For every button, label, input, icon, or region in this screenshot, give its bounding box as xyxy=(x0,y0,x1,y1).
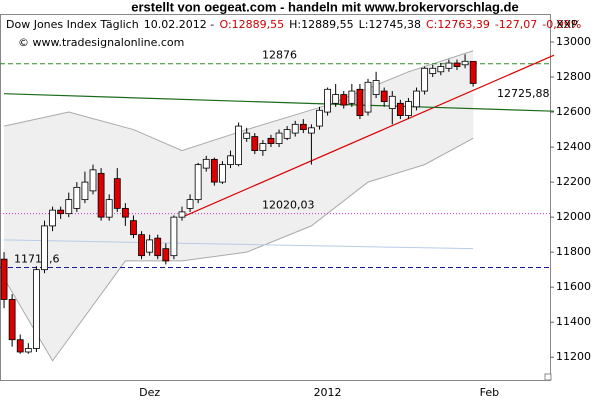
candle-body xyxy=(41,225,48,271)
y-tick-label: 11200 xyxy=(556,350,591,363)
level-label: 12020,03 xyxy=(262,199,315,212)
candle-body xyxy=(469,60,477,84)
y-tick-label: 12200 xyxy=(556,175,591,188)
level-label: 11712,6 xyxy=(14,252,60,265)
legend-part: H:12889,55 xyxy=(289,18,353,31)
y-tick-label: 12600 xyxy=(556,105,591,118)
level-label: 12876 xyxy=(262,49,297,62)
y-tick-label: 12400 xyxy=(556,140,591,153)
candle-body xyxy=(251,136,259,151)
candle-body xyxy=(186,199,194,209)
y-tick-label: 12000 xyxy=(556,210,591,223)
legend-part: C:12763,39 xyxy=(426,18,490,31)
y-tick-label: 11800 xyxy=(556,245,591,258)
legend-part: L:12745,38 xyxy=(359,18,421,31)
candle-body xyxy=(340,94,348,106)
candle-body xyxy=(210,158,218,183)
y-tick-label: 11600 xyxy=(556,280,591,293)
candle-body xyxy=(8,299,16,341)
candle-body xyxy=(65,199,73,215)
candle-body xyxy=(162,248,170,262)
candle-body xyxy=(105,199,113,218)
trend-label: 12725,88 xyxy=(497,87,550,100)
candle-body xyxy=(194,164,202,201)
legend-part: Dow Jones Index Täglich xyxy=(6,18,139,31)
candle-body xyxy=(81,181,89,201)
candle-body xyxy=(364,81,372,113)
candle-body xyxy=(413,90,420,108)
candle-body xyxy=(445,62,453,69)
legend-part: O:12889,55 xyxy=(219,18,284,31)
trend-line xyxy=(181,54,555,218)
candle-body xyxy=(283,129,291,139)
candle-body xyxy=(259,143,267,151)
candle-body xyxy=(146,239,154,253)
candle-body xyxy=(461,60,469,66)
resize-corner xyxy=(544,373,552,381)
candle-body xyxy=(372,80,380,95)
candle-body xyxy=(32,269,40,349)
legend-part: -0,99% xyxy=(542,18,581,31)
x-tick-label: Feb xyxy=(480,386,499,399)
candle-body xyxy=(138,234,145,257)
axis-tag: XXP xyxy=(556,18,578,31)
candle-body xyxy=(178,211,186,218)
band-area xyxy=(4,50,474,361)
trend-line xyxy=(4,93,555,112)
header: erstellt von oegeat.com - handeln mit ww… xyxy=(131,0,518,14)
candle-body xyxy=(291,123,299,134)
candle-body xyxy=(421,67,429,92)
candle-body xyxy=(275,132,283,144)
x-tick-label: 2012 xyxy=(314,386,342,399)
candle-body xyxy=(405,101,412,116)
candle-body xyxy=(235,125,243,166)
band-lower xyxy=(3,137,474,362)
y-tick-label: 12800 xyxy=(556,70,591,83)
legend: Dow Jones Index Täglich 10.02.2012 - O:128… xyxy=(6,18,581,31)
candle-body xyxy=(24,348,32,353)
band-middle xyxy=(4,239,474,250)
candle-body xyxy=(429,67,437,74)
y-tick-label: 11400 xyxy=(556,315,591,328)
candle-body xyxy=(49,209,56,227)
candle-body xyxy=(243,132,251,139)
candle-body xyxy=(170,216,178,257)
candle-body xyxy=(380,90,388,102)
candle-body xyxy=(0,258,8,300)
candle-body xyxy=(396,102,404,116)
candle-body xyxy=(299,123,307,130)
candle-body xyxy=(202,158,210,169)
candle-body xyxy=(437,66,445,73)
copyright: © www.tradesignalonline.com xyxy=(18,36,184,49)
candle-body xyxy=(89,169,97,192)
candle-body xyxy=(97,172,105,218)
candle-body xyxy=(121,207,129,218)
legend-part: -127,07 xyxy=(495,18,537,31)
x-tick-label: Dez xyxy=(139,386,160,399)
candle-body xyxy=(227,155,234,166)
candle-body xyxy=(307,127,315,134)
candle-body xyxy=(332,94,340,104)
candle-body xyxy=(130,220,137,236)
candle-body xyxy=(73,186,81,209)
candle-body xyxy=(154,237,162,257)
candle-body xyxy=(57,209,65,215)
legend-part: 10.02.2012 - xyxy=(144,18,215,31)
candle-body xyxy=(267,137,275,144)
candle-body xyxy=(453,62,461,67)
band-upper xyxy=(3,50,474,152)
candle-body xyxy=(388,95,396,109)
candle-body xyxy=(316,109,323,127)
candle-body xyxy=(348,90,356,104)
candle-body xyxy=(16,339,24,353)
candle-body xyxy=(356,88,364,116)
candle-body xyxy=(219,164,226,183)
candle-body xyxy=(113,178,121,209)
candle-body xyxy=(324,88,331,113)
y-tick-label: 13000 xyxy=(556,35,591,48)
